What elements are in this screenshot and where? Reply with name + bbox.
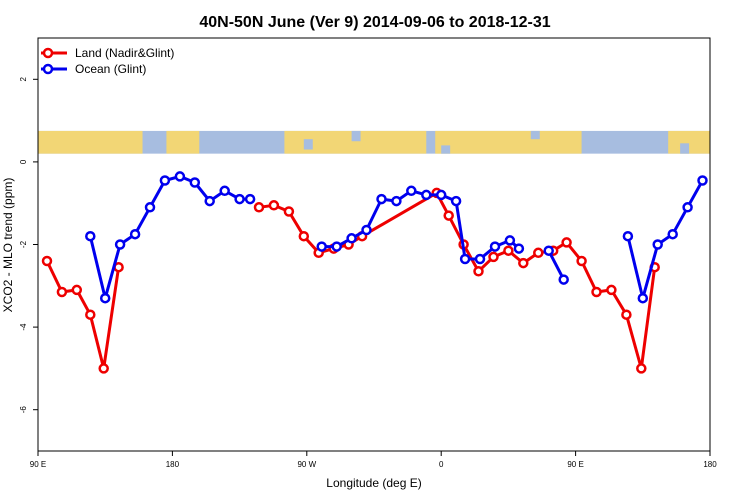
x-tick-label: 90 E — [567, 460, 583, 469]
ocean-series — [85, 171, 708, 304]
x-tick-label: 180 — [703, 460, 717, 469]
ocean-point — [474, 253, 486, 265]
land-line — [45, 260, 121, 370]
plot-frame — [37, 37, 711, 452]
y-tick-label: 2 — [19, 77, 28, 82]
ocean-point — [85, 230, 96, 242]
ocean-point — [504, 235, 516, 246]
land-point — [503, 245, 514, 256]
ocean-point — [144, 202, 156, 213]
ocean-point — [652, 239, 663, 250]
legend-land-marker — [42, 47, 54, 59]
ocean-point — [129, 228, 141, 240]
land-point — [41, 255, 53, 267]
ocean-point — [421, 189, 432, 201]
ocean-point — [637, 292, 649, 304]
land-point — [283, 206, 295, 217]
ocean-point — [316, 241, 327, 252]
land-line — [258, 191, 657, 370]
map-inlet — [680, 143, 690, 154]
series-layer — [41, 171, 708, 374]
land-point — [606, 284, 617, 296]
ocean-point — [682, 202, 693, 213]
ocean-line — [626, 179, 704, 300]
y-axis-label: XCO2 - MLO trend (ppm) — [1, 178, 15, 313]
land-point — [591, 286, 602, 298]
map-inlet — [441, 145, 451, 154]
land-point — [98, 363, 109, 374]
land-point — [298, 230, 310, 242]
land-point — [473, 266, 484, 277]
ocean-point — [204, 195, 215, 207]
land-point — [443, 210, 454, 221]
ocean-point — [361, 224, 372, 236]
map-inlet — [530, 130, 540, 140]
y-axis: 2 0 -2 -4 -6 — [19, 77, 38, 414]
ocean-point — [543, 245, 554, 256]
ocean-line — [547, 250, 566, 281]
ocean-point — [189, 177, 201, 188]
land-point — [518, 257, 529, 269]
map-inlet — [303, 139, 313, 150]
land-point — [268, 200, 280, 211]
land-point — [621, 309, 632, 320]
ocean-point — [459, 253, 471, 265]
map-land-band — [166, 130, 200, 154]
ocean-point — [667, 228, 678, 240]
legend: Land (Nadir&Glint) Ocean (Glint) — [41, 46, 174, 76]
land-point — [85, 309, 96, 320]
ocean-point — [114, 239, 126, 250]
land-point — [576, 255, 587, 267]
ocean-point — [331, 241, 342, 252]
land-point — [533, 247, 544, 259]
ocean-point — [622, 230, 634, 242]
chart-title: 40N-50N June (Ver 9) 2014-09-06 to 2018-… — [199, 14, 550, 31]
ocean-point — [697, 175, 708, 186]
x-tick-label: 90 E — [30, 460, 46, 469]
x-tick-label: 90 W — [297, 460, 316, 469]
y-tick-label: -4 — [19, 323, 28, 331]
legend-land-label: Land (Nadir&Glint) — [75, 46, 174, 60]
ocean-point — [450, 195, 462, 207]
land-point — [488, 251, 499, 263]
map-land-band — [284, 130, 427, 154]
map-strip — [38, 130, 710, 154]
ocean-point — [234, 193, 245, 205]
ocean-point — [435, 189, 447, 201]
ocean-point — [219, 185, 230, 197]
legend-ocean-marker — [42, 63, 54, 75]
land-point — [561, 237, 572, 248]
ocean-point — [558, 274, 569, 285]
x-axis-label: Longitude (deg E) — [326, 476, 421, 490]
map-land-band — [38, 130, 143, 154]
land-series — [41, 187, 660, 374]
ocean-point — [391, 195, 402, 207]
land-point — [636, 363, 647, 374]
ocean-point — [346, 233, 357, 244]
land-point — [253, 202, 265, 213]
ocean-point — [244, 193, 256, 205]
x-axis: 90 E 180 90 W 0 90 E 180 — [30, 451, 717, 469]
ocean-point — [376, 193, 387, 205]
ocean-point — [99, 292, 111, 304]
map-inlet — [351, 130, 361, 142]
plot-area — [37, 37, 711, 452]
y-tick-label: -6 — [19, 406, 28, 414]
ocean-point — [159, 175, 171, 186]
land-point — [56, 286, 68, 298]
ocean-point — [489, 241, 501, 252]
ocean-point — [174, 171, 186, 182]
y-tick-label: -2 — [19, 240, 28, 248]
map-land-band — [668, 130, 710, 154]
land-point — [71, 284, 83, 296]
x-tick-label: 0 — [439, 460, 444, 469]
x-tick-label: 180 — [166, 460, 180, 469]
map-land-band — [435, 130, 582, 154]
ocean-point — [406, 185, 417, 197]
y-tick-label: 0 — [19, 159, 28, 164]
ocean-point — [513, 243, 525, 254]
legend-ocean-label: Ocean (Glint) — [75, 62, 146, 76]
